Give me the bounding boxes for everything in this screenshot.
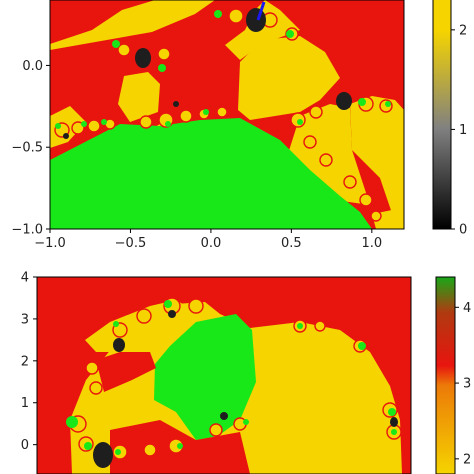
top-colorbar-scale xyxy=(432,0,452,230)
bottom-y-tick-label: 0 xyxy=(21,438,29,453)
top-x-tick-label: −1.0 xyxy=(34,236,66,251)
top-y-tick-label: −1.0 xyxy=(11,223,43,238)
top-plot-frame xyxy=(49,0,405,230)
bottom-colorbar-tick-label: 2 xyxy=(463,452,471,467)
bottom-colorbar: 4 3 2 xyxy=(435,276,471,474)
bottom-y-tick-label: 4 xyxy=(21,271,29,286)
top-colorbar-tick-label: 2 xyxy=(459,23,467,38)
bottom-y-tick-label: 2 xyxy=(21,354,29,369)
top-colorbar-ticks: 2 1 0 xyxy=(451,23,467,238)
top-colorbar-tick-label: 1 xyxy=(459,123,467,138)
top-plot: −1.0 −0.5 0.0 0.5 1.0 0.0 −0.5 −1.0 xyxy=(11,0,405,251)
bottom-y-tick-label: 1 xyxy=(21,396,29,411)
top-y-tick-label: 0.0 xyxy=(22,59,43,74)
bottom-plot-frame xyxy=(36,276,412,474)
top-colorbar-tick-label: 0 xyxy=(459,223,467,238)
top-y-tick-label: −0.5 xyxy=(11,141,43,156)
bottom-fractal-image xyxy=(37,277,411,474)
bottom-colorbar-ticks: 4 3 2 xyxy=(455,301,471,467)
bottom-y-tick-label: 3 xyxy=(21,312,29,327)
top-x-tick-label: 0.5 xyxy=(281,236,302,251)
top-colorbar: 2 1 0 xyxy=(432,0,467,238)
bottom-colorbar-scale xyxy=(435,276,456,474)
top-x-tick-label: 1.0 xyxy=(361,236,382,251)
bottom-colorbar-tick-label: 4 xyxy=(463,301,471,316)
top-x-tick-label: −0.5 xyxy=(115,236,147,251)
bottom-plot: 4 3 2 1 0 xyxy=(21,271,412,474)
top-axes: −1.0 −0.5 0.0 0.5 1.0 0.0 −0.5 −1.0 xyxy=(11,59,382,251)
top-fractal-image xyxy=(50,0,404,229)
bottom-axes: 4 3 2 1 0 xyxy=(21,271,37,453)
top-x-tick-label: 0.0 xyxy=(201,236,222,251)
bottom-colorbar-tick-label: 3 xyxy=(463,377,471,392)
